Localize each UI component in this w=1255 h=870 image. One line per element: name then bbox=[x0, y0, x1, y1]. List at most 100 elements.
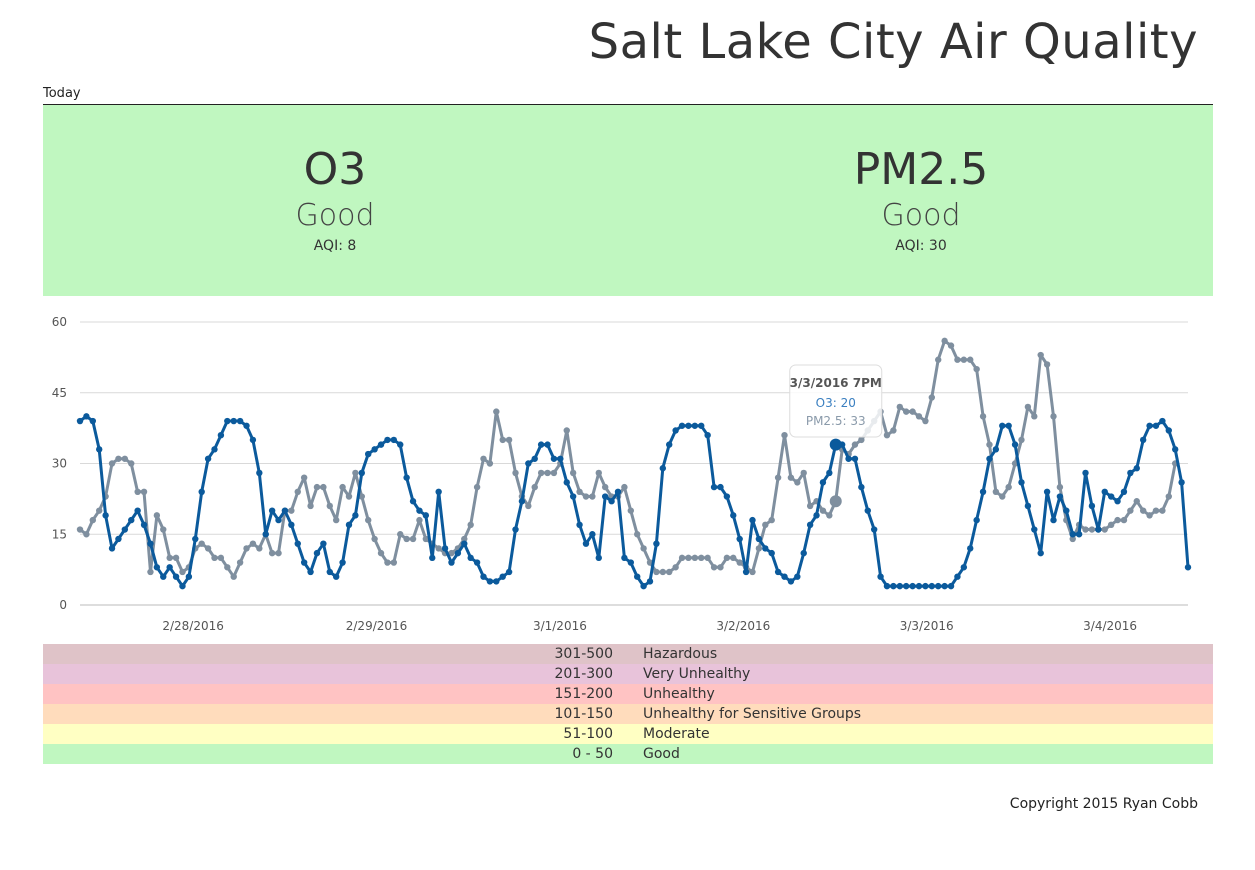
pm25-point bbox=[1120, 516, 1128, 524]
x-tick-label: 2/28/2016 bbox=[162, 619, 224, 633]
o3-point bbox=[749, 516, 756, 524]
pm25-point bbox=[326, 502, 333, 510]
pm25-point bbox=[256, 545, 263, 552]
o3-point bbox=[986, 455, 993, 462]
aqi-legend: 301-500 Hazardous 201-300 Very Unhealthy 151… bbox=[43, 644, 1213, 764]
pm25-point bbox=[198, 540, 205, 547]
o3-point bbox=[845, 455, 852, 462]
pm25-point bbox=[268, 549, 276, 557]
o3-point bbox=[531, 455, 538, 462]
o3-point bbox=[313, 549, 321, 557]
o3-point bbox=[954, 573, 961, 580]
o3-point bbox=[307, 568, 314, 576]
pm25-point bbox=[595, 469, 602, 477]
pm25-point bbox=[339, 483, 346, 491]
pm25-point bbox=[294, 488, 301, 495]
pm25-point bbox=[300, 474, 308, 481]
o3-point bbox=[1031, 526, 1038, 533]
highlight-point-o3 bbox=[829, 438, 842, 451]
o3-point bbox=[755, 535, 763, 543]
y-tick-label: 0 bbox=[59, 598, 67, 612]
pm25-point bbox=[1107, 521, 1115, 529]
o3-point bbox=[826, 469, 833, 477]
pm25-point bbox=[153, 512, 161, 519]
o3-point bbox=[153, 564, 161, 571]
legend-category: Hazardous bbox=[643, 646, 718, 662]
legend-row: 0 - 50 Good bbox=[43, 744, 1213, 764]
o3-point bbox=[365, 450, 372, 458]
pm25-point bbox=[172, 554, 180, 562]
tooltip-o3: O3: 20 bbox=[816, 396, 856, 410]
x-tick-label: 3/1/2016 bbox=[533, 619, 587, 633]
pm25-point bbox=[358, 493, 366, 500]
o3-point bbox=[1127, 469, 1134, 477]
y-tick-label: 15 bbox=[52, 527, 67, 541]
o3-point bbox=[1139, 436, 1147, 444]
pm25-point bbox=[467, 521, 474, 529]
legend-category: Moderate bbox=[643, 726, 710, 742]
o3-point bbox=[973, 516, 980, 524]
pm25-point bbox=[275, 549, 282, 557]
pm25-point bbox=[800, 469, 807, 477]
o3-point bbox=[730, 512, 737, 519]
legend-row: 101-150 Unhealthy for Sensitive Groups bbox=[43, 704, 1213, 724]
pm25-point bbox=[659, 568, 667, 576]
aqi-line-chart[interactable]: 0 15 30 45 60 2/28/2016 2/29/2016 3/1/2016 3/2/… bbox=[0, 305, 1255, 640]
pm25-point bbox=[409, 535, 417, 543]
pm25-point bbox=[640, 545, 647, 552]
o3-point bbox=[108, 545, 116, 552]
o3-point bbox=[768, 549, 775, 557]
o3-point bbox=[1171, 446, 1179, 453]
pm25-point bbox=[666, 568, 673, 576]
x-tick-label: 3/4/2016 bbox=[1083, 619, 1137, 633]
o3-point bbox=[230, 417, 237, 425]
o3-point bbox=[967, 545, 974, 552]
o3-point bbox=[224, 417, 231, 425]
pm25-point bbox=[858, 436, 865, 444]
o3-point bbox=[422, 512, 430, 519]
pm25-point bbox=[1165, 493, 1172, 500]
pm25-point bbox=[128, 460, 135, 467]
chart-tooltip: 3/3/2016 7PM O3: 20 PM2.5: 33 bbox=[789, 364, 883, 508]
pm25-point bbox=[1088, 526, 1096, 533]
pm25-point bbox=[352, 469, 359, 477]
pm25-point bbox=[787, 474, 795, 481]
pm25-point bbox=[691, 554, 699, 562]
pm25-point bbox=[947, 342, 955, 349]
o3-point bbox=[377, 441, 385, 448]
o3-point bbox=[1152, 422, 1160, 429]
pm25-point bbox=[1031, 413, 1038, 420]
o3-point bbox=[1178, 479, 1185, 486]
pm25-point bbox=[461, 535, 468, 543]
pm25-point bbox=[448, 549, 455, 557]
pm25-point bbox=[806, 502, 814, 510]
o3-point bbox=[454, 549, 462, 557]
o3-point bbox=[717, 483, 724, 491]
legend-range: 0 - 50 bbox=[572, 746, 613, 762]
o3-point bbox=[1011, 441, 1019, 448]
o3-point bbox=[915, 582, 923, 590]
o3-point bbox=[1063, 507, 1070, 514]
o3-point bbox=[243, 422, 250, 429]
o3-point bbox=[288, 521, 295, 529]
o3-point bbox=[96, 446, 103, 453]
o3-point bbox=[339, 559, 346, 566]
o3-point bbox=[877, 573, 884, 580]
o3-point bbox=[941, 582, 948, 590]
pm25-point bbox=[928, 394, 936, 401]
legend-range: 101-150 bbox=[554, 706, 614, 722]
o3-point bbox=[198, 488, 205, 495]
pm25-point bbox=[435, 545, 442, 552]
pm25-point bbox=[249, 540, 257, 547]
pm25-point bbox=[704, 554, 711, 562]
o3-point bbox=[947, 582, 955, 590]
pm25-point bbox=[96, 507, 103, 514]
pm25-point bbox=[230, 573, 237, 580]
o3-point bbox=[416, 507, 423, 514]
pm25-point bbox=[601, 483, 609, 491]
o3-point bbox=[281, 507, 289, 514]
pm25-point bbox=[935, 356, 942, 363]
o3-point bbox=[320, 540, 327, 547]
pm25-point bbox=[794, 479, 801, 486]
o3-point bbox=[890, 582, 897, 590]
